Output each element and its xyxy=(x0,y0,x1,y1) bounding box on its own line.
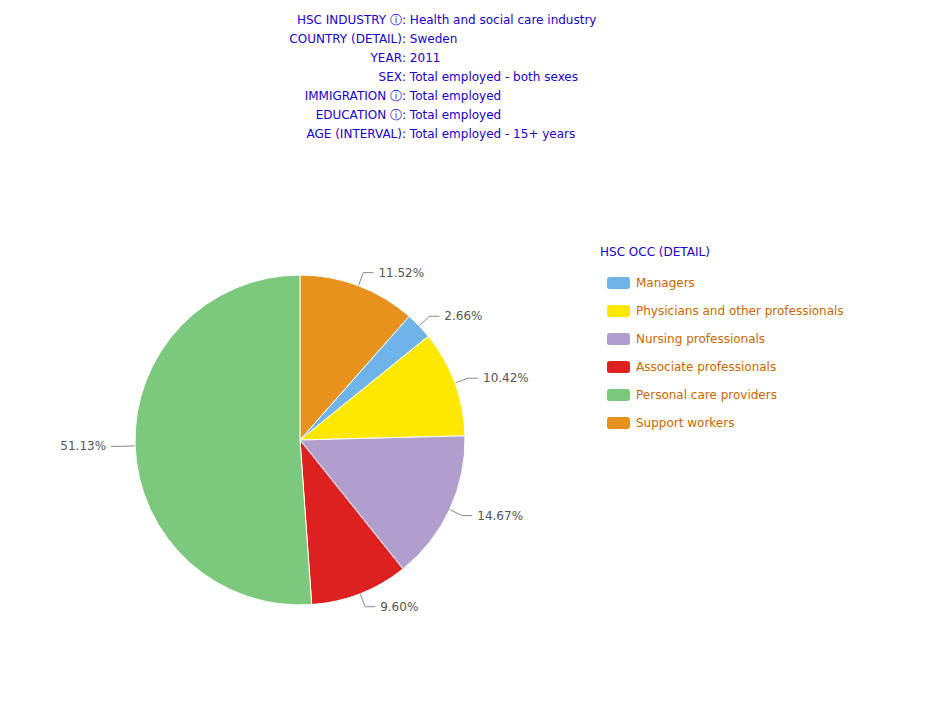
svg-text:YEAR: YEAR xyxy=(370,51,402,65)
svg-text:HSC OCC (DETAIL): HSC OCC (DETAIL) xyxy=(600,245,710,259)
svg-text:14.67%: 14.67% xyxy=(477,509,523,523)
svg-text:51.13%: 51.13% xyxy=(60,439,106,453)
svg-text:2.66%: 2.66% xyxy=(444,309,482,323)
svg-text:Physicians and other professio: Physicians and other professionals xyxy=(636,304,844,318)
svg-text:SEX: SEX xyxy=(379,70,402,84)
svg-text:9.60%: 9.60% xyxy=(380,600,418,614)
svg-text:: Total employed - 15+ years: : Total employed - 15+ years xyxy=(402,127,575,141)
svg-text:: 2011: : 2011 xyxy=(402,51,440,65)
svg-text:: Health and social care indus: : Health and social care industry xyxy=(402,13,596,27)
svg-text:IMMIGRATION ⓘ: IMMIGRATION ⓘ xyxy=(305,89,402,103)
svg-text:: Total employed: : Total employed xyxy=(402,89,501,103)
svg-text:Managers: Managers xyxy=(636,276,695,290)
svg-text:Personal care providers: Personal care providers xyxy=(636,388,777,402)
svg-text:Associate professionals: Associate professionals xyxy=(636,360,776,374)
svg-text:HSC INDUSTRY ⓘ: HSC INDUSTRY ⓘ xyxy=(297,13,402,27)
svg-text:Support workers: Support workers xyxy=(636,416,734,430)
svg-text:: Sweden: : Sweden xyxy=(402,32,457,46)
svg-text:COUNTRY (DETAIL): COUNTRY (DETAIL) xyxy=(289,32,402,46)
svg-text:11.52%: 11.52% xyxy=(378,266,424,280)
svg-text:10.42%: 10.42% xyxy=(483,371,529,385)
svg-text:AGE (INTERVAL): AGE (INTERVAL) xyxy=(306,127,402,141)
svg-text:Nursing professionals: Nursing professionals xyxy=(636,332,765,346)
svg-text:: Total employed - both sexes: : Total employed - both sexes xyxy=(402,70,578,84)
svg-text:: Total employed: : Total employed xyxy=(402,108,501,122)
svg-text:EDUCATION ⓘ: EDUCATION ⓘ xyxy=(316,108,402,122)
